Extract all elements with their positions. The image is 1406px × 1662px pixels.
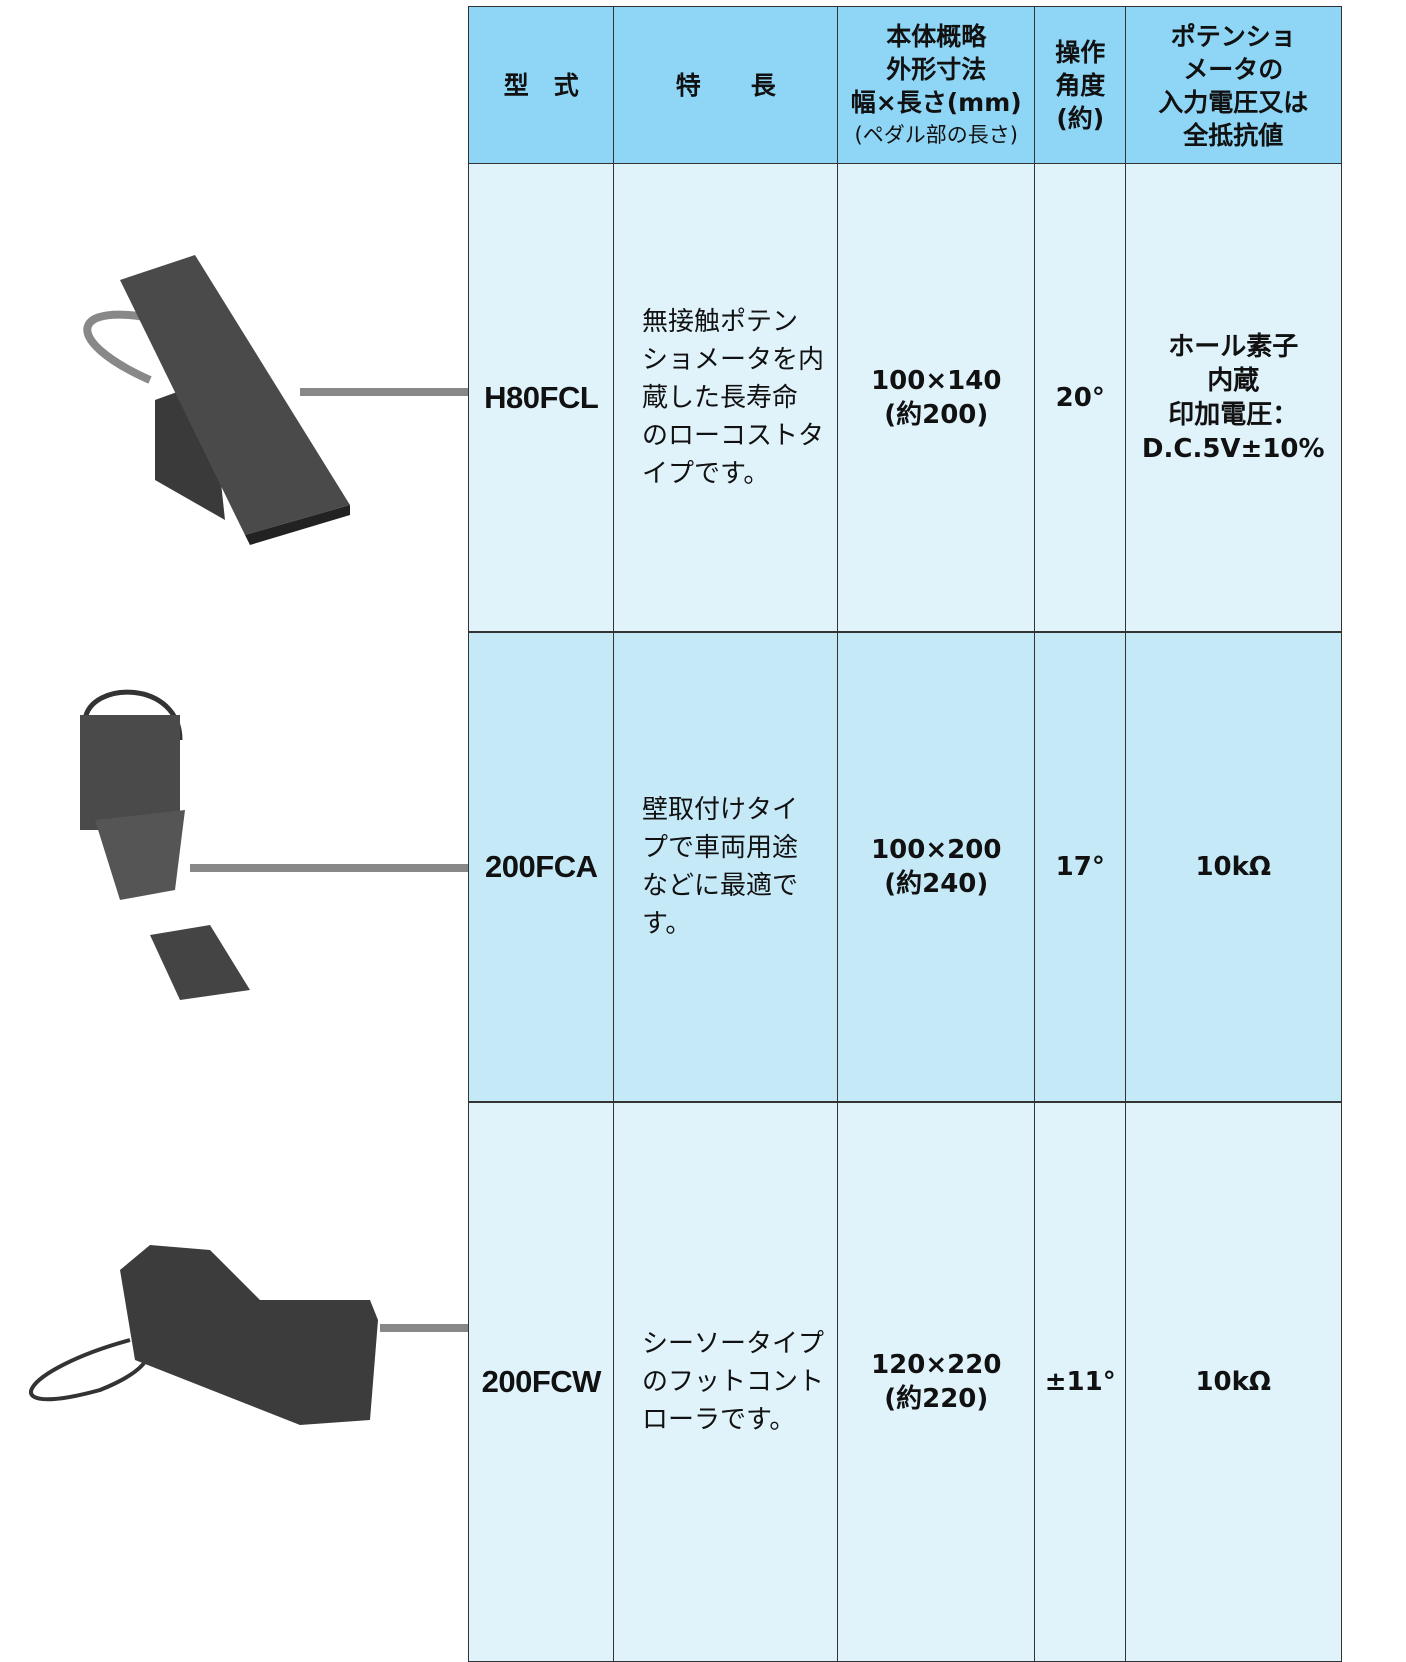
header-text: 角度 (1055, 71, 1106, 100)
model-cell: 200FCW (468, 1102, 615, 1662)
feature-cell: 壁取付けタイ プで車両用途 などに最適で す。 (613, 632, 839, 1102)
dimension-text: (約200) (884, 399, 989, 430)
potentiometer-text: 10kΩ (1195, 1367, 1272, 1397)
potentiometer-cell: 10kΩ (1125, 1102, 1342, 1662)
dimension-text: 100×140 (871, 365, 1002, 396)
potentiometer-text: 10kΩ (1195, 852, 1272, 882)
feature-text: 無接触ポテン (642, 306, 799, 337)
dimension-text: 100×200 (871, 835, 1002, 865)
dimension-cell: 100×200 (約240) (837, 632, 1036, 1102)
model-cell: 200FCA (468, 632, 615, 1102)
potentiometer-text: 印加電圧： (1168, 399, 1299, 430)
header-text: 幅×長さ(mm) (850, 87, 1022, 117)
header-cell: 本体概略 外形寸法 幅×長さ(mm) (ペダル部の長さ) (837, 6, 1036, 165)
angle-cell: 17° (1034, 632, 1127, 1102)
feature-text: プで車両用途 (642, 833, 799, 863)
pedal-200fca (80, 689, 470, 1000)
header-cell: 型 式 (468, 6, 615, 165)
potentiometer-cell: ホール素子 内蔵 印加電圧： D.C.5V±10% (1125, 163, 1342, 632)
header-text: 特 長 (675, 71, 776, 100)
header-text: 操作 (1055, 38, 1106, 67)
angle-text: 20° (1055, 382, 1105, 413)
dimension-cell: 120×220 (約220) (837, 1102, 1036, 1662)
model-cell: H80FCL (468, 163, 615, 632)
dimension-cell: 100×140 (約200) (837, 163, 1036, 632)
feature-text: 蔵した長寿命 (642, 382, 799, 413)
header-text: 型 式 (503, 71, 579, 100)
potentiometer-text: ホール素子 (1168, 331, 1299, 362)
feature-cell: 無接触ポテン ショメータを内 蔵した長寿命 のローコストタ イプです。 (613, 163, 839, 632)
pedal-h80fcl (83, 255, 470, 545)
feature-text: のローコストタ (642, 420, 825, 451)
header-text: 入力電圧又は (1158, 87, 1309, 117)
header-text: 本体概略 (886, 21, 987, 51)
feature-text: などに最適で (642, 871, 799, 901)
angle-cell: 20° (1034, 163, 1127, 632)
dimension-text: 120×220 (871, 1350, 1002, 1380)
feature-text: シーソータイプ (642, 1329, 825, 1359)
model-name: 200FCW (481, 1364, 602, 1399)
header-cell: 操作角度 (約) (1034, 6, 1127, 165)
header-text: (約) (1056, 104, 1105, 133)
header-text: メータの (1183, 54, 1284, 84)
feature-text: イプです。 (642, 458, 770, 489)
model-name: 200FCA (485, 849, 598, 884)
feature-cell: シーソータイプ のフットコント ローラです。 (613, 1102, 839, 1662)
potentiometer-text: D.C.5V±10% (1141, 433, 1325, 464)
header-cell: ポテンショ メータの 入力電圧又は 全抵抗値 (1125, 6, 1342, 165)
header-text: 全抵抗値 (1183, 120, 1284, 150)
potentiometer-text: 内蔵 (1207, 365, 1260, 396)
pedal-200fcw (29, 1245, 470, 1425)
feature-text: のフットコント (642, 1367, 825, 1397)
feature-text: ローラです。 (642, 1405, 796, 1435)
header-cell: 特 長 (613, 6, 839, 165)
model-name: H80FCL (484, 379, 599, 415)
dimension-text: (約240) (884, 869, 989, 899)
angle-cell: ±11° (1034, 1102, 1127, 1662)
feature-text: ショメータを内 (642, 344, 825, 375)
angle-text: 17° (1055, 852, 1105, 882)
dimension-text: (約220) (884, 1384, 989, 1414)
feature-text: 壁取付けタイ (642, 795, 799, 825)
product-images (29, 255, 470, 1425)
feature-text: す。 (642, 909, 692, 939)
header-text: 外形寸法 (886, 54, 987, 84)
header-text: (ペダル部の長さ) (854, 122, 1018, 147)
angle-text: ±11° (1044, 1367, 1116, 1397)
header-text: ポテンショ (1170, 21, 1296, 51)
potentiometer-cell: 10kΩ (1125, 632, 1342, 1102)
